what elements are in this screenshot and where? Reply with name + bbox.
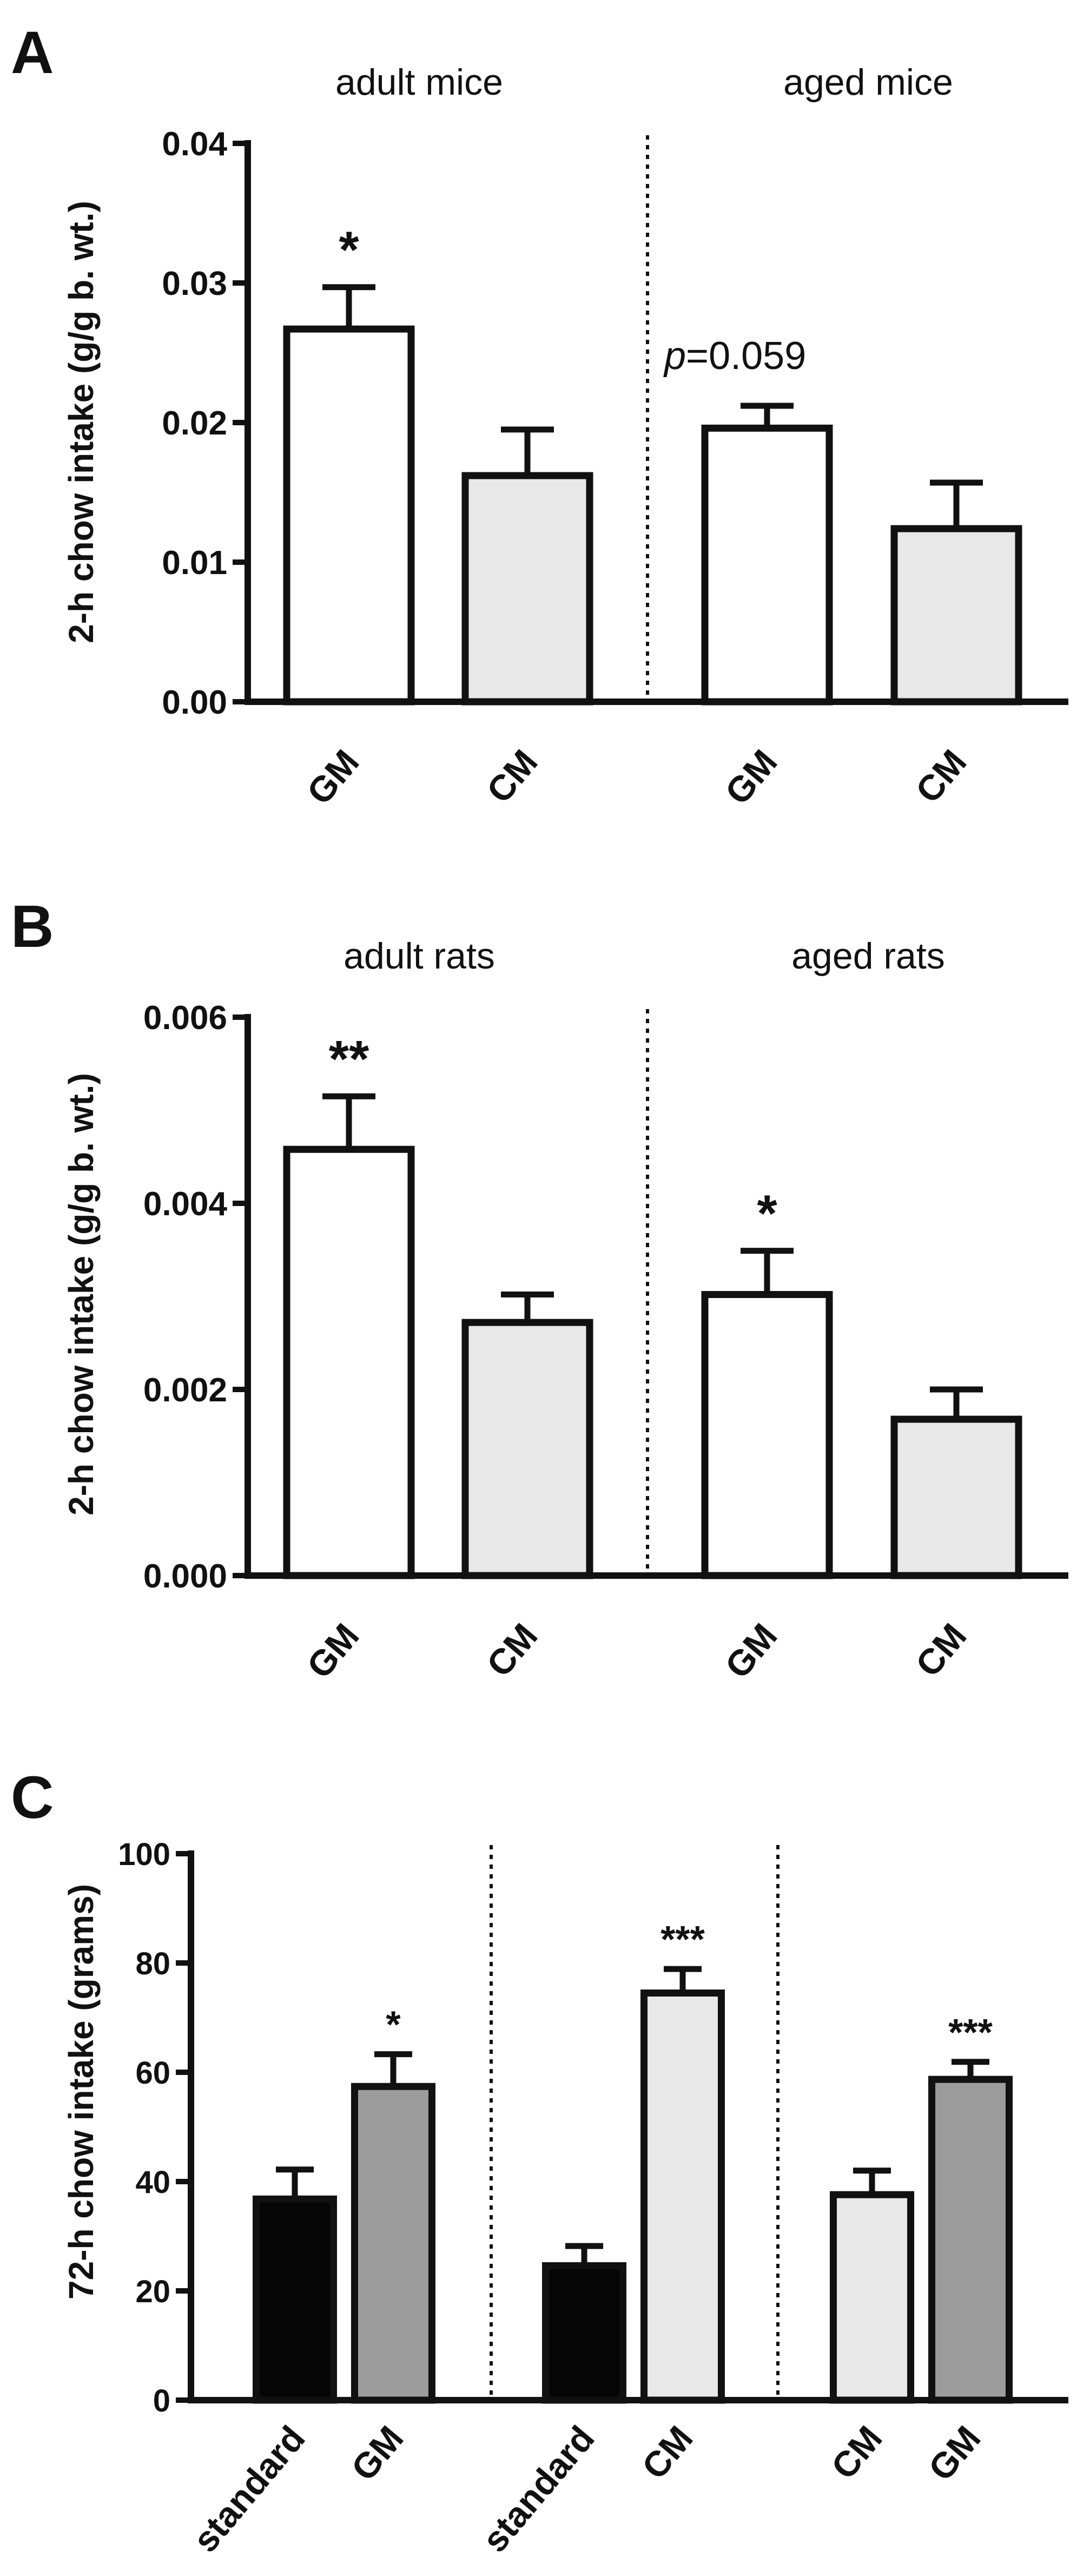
panel-c-bar bbox=[928, 2076, 1013, 2404]
panel-c-y-tick-label: 80 bbox=[135, 1946, 170, 1981]
panel-c-significance-marker: *** bbox=[660, 1918, 705, 1960]
panel-a-y-tick-label: 0.00 bbox=[162, 684, 227, 721]
panel-c: C 72-h chow intake (grams) 100 80 60 40 … bbox=[11, 1764, 1068, 2560]
panel-a-bar bbox=[701, 424, 833, 706]
panel-a-y-tick-label: 0.03 bbox=[162, 265, 227, 302]
panel-a-p-symbol: p bbox=[663, 334, 686, 378]
panel-c-significance-marker: *** bbox=[948, 2011, 993, 2053]
panel-a-bar bbox=[283, 325, 415, 706]
panel-b-y-axis-label: 2-h chow intake (g/g b. wt.) bbox=[62, 1073, 101, 1516]
panel-c-y-tick-label: 0 bbox=[153, 2383, 170, 2419]
panel-b-significance-marker: ** bbox=[329, 1030, 369, 1088]
panel-a-category-labels: GM CM GM CM bbox=[299, 742, 974, 812]
panel-a-significance-marker: * bbox=[339, 221, 359, 279]
panel-a-group-title-1: adult mice bbox=[335, 62, 503, 103]
panel-b-bars: *** bbox=[283, 1030, 1022, 1579]
panel-c-bars: ******* bbox=[253, 1918, 1013, 2404]
panel-b-group-title-2: aged rats bbox=[791, 935, 945, 977]
panel-c-bar bbox=[253, 2195, 337, 2404]
panel-b: B adult rats aged rats 2-h chow intake (… bbox=[11, 893, 1068, 1685]
panel-a-category-label: GM bbox=[299, 742, 367, 812]
panel-c-y-tick-label: 40 bbox=[135, 2165, 170, 2200]
panel-b-bar bbox=[890, 1415, 1022, 1579]
panel-c-bar bbox=[640, 1989, 725, 2404]
panel-a-y-tick-label: 0.04 bbox=[162, 126, 227, 163]
panel-b-y-tick-label: 0.004 bbox=[143, 1185, 228, 1223]
panel-c-y-tick-label: 60 bbox=[135, 2055, 170, 2091]
panel-a-p-value-annotation: p=0.059 bbox=[663, 334, 806, 378]
panel-b-y-tick-label: 0.006 bbox=[143, 999, 227, 1037]
panel-b-significance-marker: * bbox=[757, 1185, 777, 1243]
panel-b-y-tick-label: 0.000 bbox=[143, 1558, 227, 1595]
panel-c-category-label: CM bbox=[823, 2418, 890, 2486]
panel-b-bar bbox=[283, 1145, 415, 1579]
panel-b-bar bbox=[461, 1319, 593, 1579]
panel-a-bar bbox=[890, 525, 1022, 706]
panel-c-category-label: standard bbox=[185, 2418, 313, 2559]
panel-a-y-axis-label: 2-h chow intake (g/g b. wt.) bbox=[62, 201, 101, 643]
panel-c-category-label: GM bbox=[343, 2418, 411, 2488]
panel-a-letter: A bbox=[11, 19, 54, 86]
panel-b-category-label: GM bbox=[299, 1616, 367, 1685]
panel-b-category-label: CM bbox=[479, 1616, 545, 1684]
panel-c-category-label: GM bbox=[921, 2418, 988, 2488]
panel-a-category-label: GM bbox=[717, 742, 785, 812]
panel-b-category-label: CM bbox=[908, 1616, 974, 1684]
panel-c-y-axis-label: 72-h chow intake (grams) bbox=[62, 1884, 101, 2300]
panel-b-y-tick-label: 0.002 bbox=[143, 1372, 227, 1409]
panel-a-y-tick-label: 0.02 bbox=[162, 405, 227, 442]
panel-c-significance-marker: * bbox=[386, 2004, 401, 2046]
panel-c-y-tick-label: 100 bbox=[118, 1837, 170, 1872]
panel-a-category-label: CM bbox=[908, 742, 974, 810]
panel-b-category-labels: GM CM GM CM bbox=[299, 1616, 974, 1685]
panel-b-letter: B bbox=[11, 893, 54, 960]
panel-c-category-labels: standard GM standard CM CM GM bbox=[185, 2418, 988, 2559]
panel-b-category-label: GM bbox=[717, 1616, 785, 1685]
panel-b-group-title-1: adult rats bbox=[343, 935, 495, 977]
panel-c-category-label: standard bbox=[474, 2418, 602, 2559]
panel-c-bar bbox=[830, 2191, 914, 2404]
panel-b-bar bbox=[701, 1291, 833, 1579]
panel-c-category-label: CM bbox=[634, 2418, 701, 2486]
panel-a-category-label: CM bbox=[479, 742, 545, 810]
panel-a-p-value: =0.059 bbox=[686, 334, 806, 378]
panel-a: A adult mice aged mice 2-h chow intake (… bbox=[11, 19, 1068, 812]
panel-c-letter: C bbox=[11, 1764, 54, 1831]
panel-c-bar bbox=[542, 2262, 626, 2404]
panel-a-bars: * bbox=[283, 221, 1022, 706]
panel-a-group-title-2: aged mice bbox=[783, 62, 953, 103]
panel-a-bar bbox=[461, 472, 593, 706]
panel-c-y-tick-label: 20 bbox=[135, 2274, 170, 2309]
panel-a-y-tick-label: 0.01 bbox=[162, 544, 227, 582]
panel-c-bar bbox=[351, 2083, 435, 2404]
